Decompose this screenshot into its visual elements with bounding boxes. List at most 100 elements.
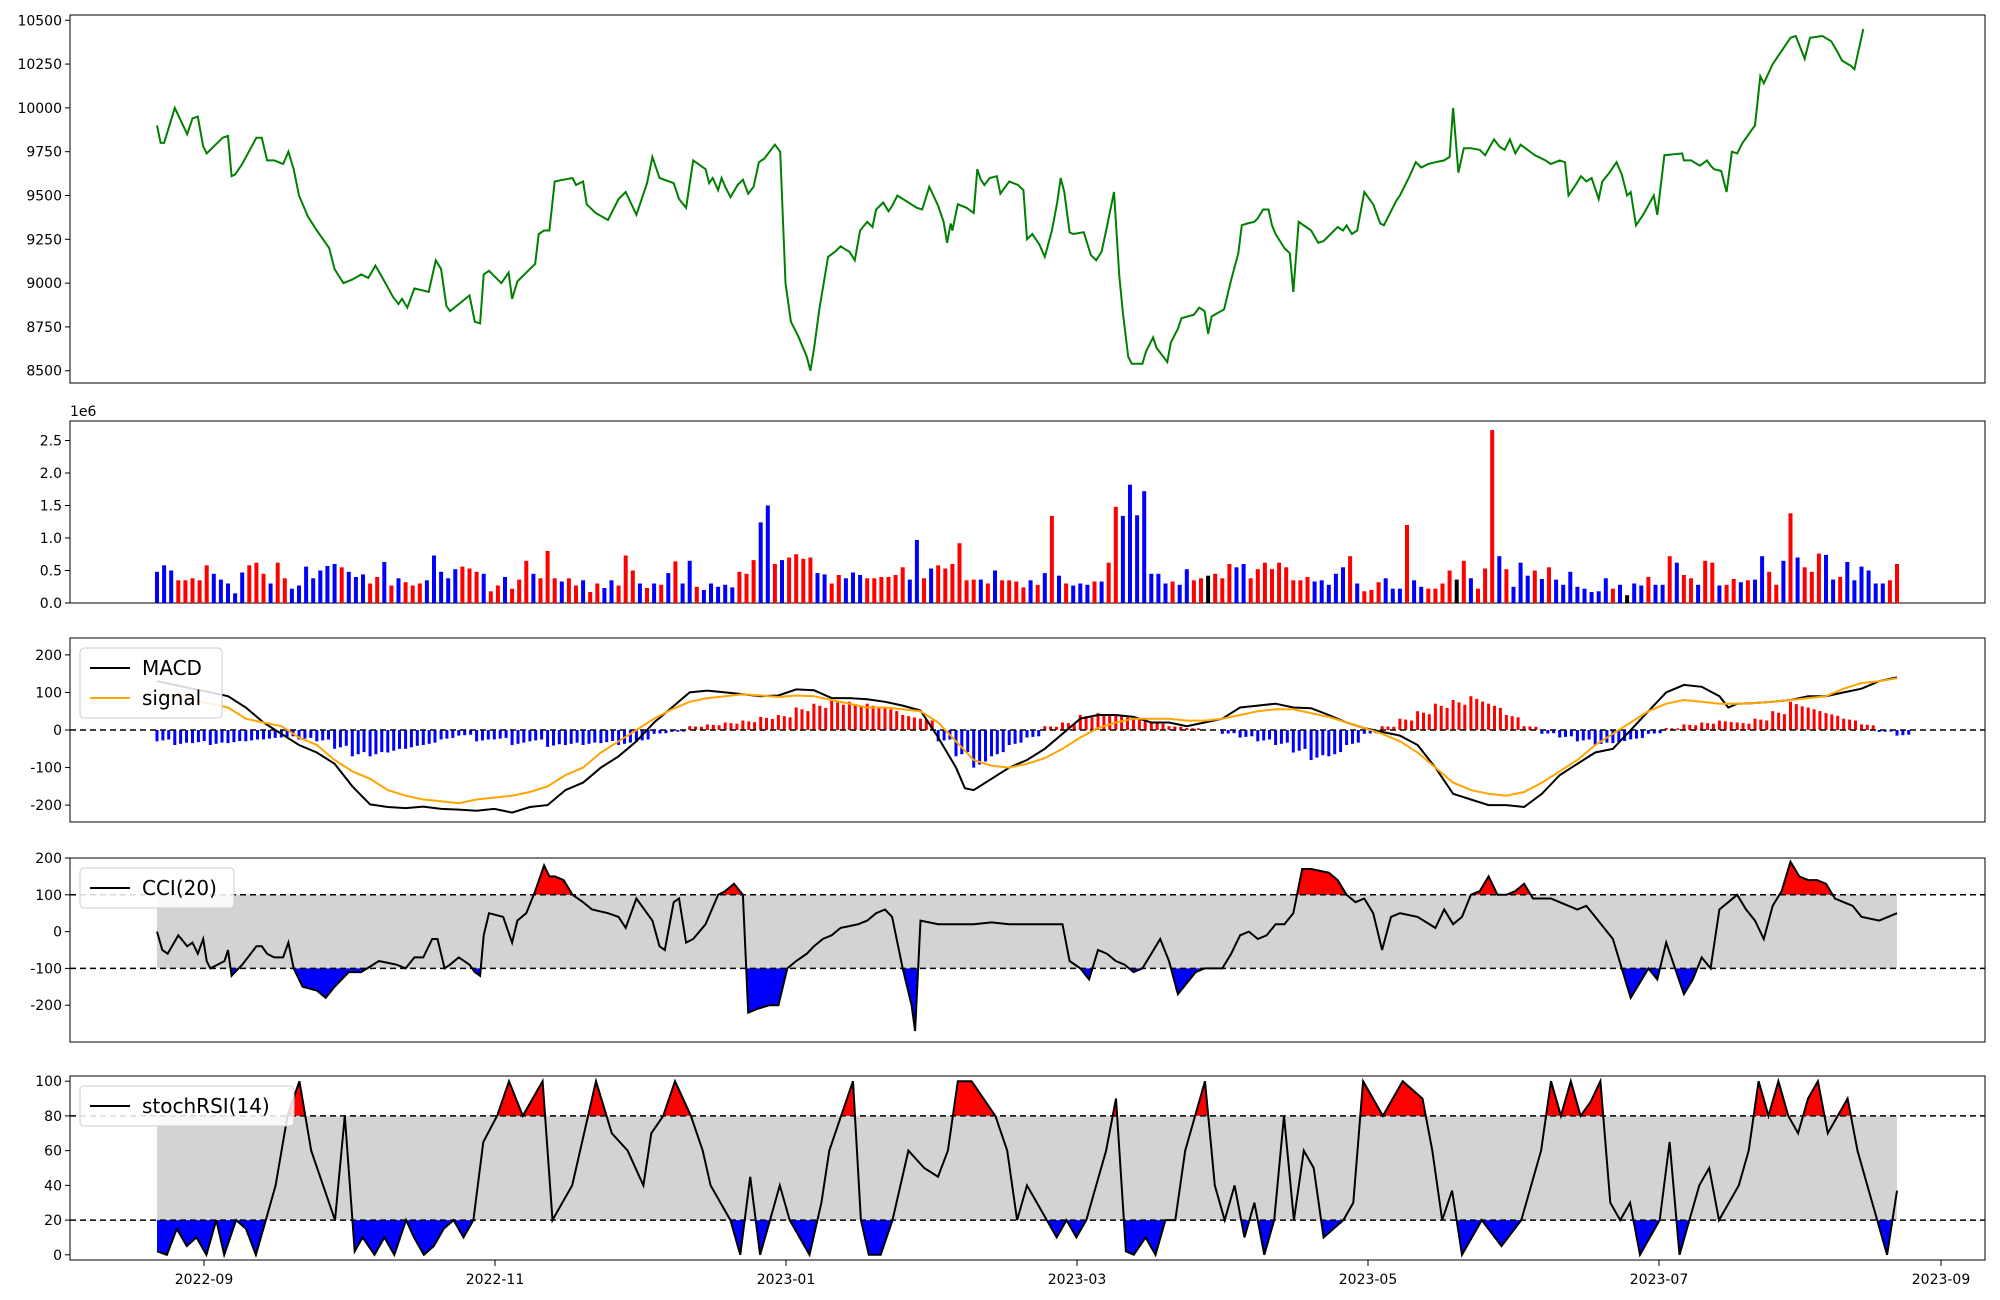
volume-bar [1753,579,1757,603]
macd-histogram-bar [1037,730,1041,737]
y-tick-label: -200 [30,798,62,814]
volume-bar [758,522,763,603]
volume-bar [623,555,628,603]
macd-histogram-bar [1404,719,1408,730]
neutral-band [157,1115,1897,1221]
macd-histogram-bar [1126,717,1129,730]
volume-bar [1816,553,1821,603]
macd-histogram-bar [1108,715,1112,730]
macd-histogram-bar [196,730,200,743]
volume-bar [1568,571,1573,603]
macd-histogram-bar [1043,726,1047,730]
macd-histogram-bar [1635,730,1638,739]
volume-bar [993,570,997,603]
macd-histogram-bar [735,723,739,730]
macd-histogram-bar [1072,723,1076,730]
volume-bar [1390,588,1395,603]
macd-histogram-bar [895,711,899,730]
volume-bar [325,566,330,603]
macd-histogram-bar [220,730,224,743]
volume-bar [1163,583,1168,603]
macd-histogram-bar [1155,723,1159,730]
macd-histogram-bar [1581,730,1585,741]
volume-bar [1234,567,1239,604]
volume-bar [190,578,195,603]
macd-histogram-bar [1747,723,1751,730]
volume-bar [1412,580,1417,604]
volume-bar [176,580,181,604]
macd-histogram-bar [830,700,834,730]
macd-histogram-bar [421,730,425,745]
macd-histogram-bar [1865,724,1869,730]
volume-bar [1838,577,1843,603]
macd-histogram-bar [699,726,703,730]
macd-histogram-bar [711,724,715,730]
macd-histogram-bar [338,730,342,748]
macd-histogram-bar [1552,730,1556,734]
macd-histogram-bar [836,702,840,730]
volume-bar [552,578,557,603]
volume-bar [1298,580,1303,604]
volume-bar [1589,592,1594,603]
macd-histogram-bar [1137,719,1141,730]
volume-bar [1618,584,1622,603]
volume-bar [900,567,905,604]
macd-histogram-bar [238,730,242,741]
y-tick-label: 9500 [26,188,62,204]
x-tick-label: 2023-03 [1048,1272,1107,1288]
y-tick-label: 9750 [26,145,62,161]
volume-bar [1383,578,1388,603]
volume-bar [503,577,507,603]
macd-histogram-bar [1706,723,1710,730]
volume-bar [1539,579,1544,603]
macd-histogram-bar [1132,718,1135,730]
volume-bar [1397,588,1402,603]
volume-bar [1092,581,1097,603]
macd-histogram-bar [1232,730,1236,734]
volume-bar [1213,573,1218,604]
volume-bar [1731,579,1736,603]
y-tick-label: 200 [35,851,62,867]
macd-histogram-bar [1782,714,1786,730]
macd-histogram-bar [1493,705,1496,730]
macd-histogram-bar [1575,730,1579,742]
volume-bar [737,571,742,603]
macd-histogram-bar [380,730,384,753]
macd-histogram-bar [753,722,757,730]
macd-histogram-bar [847,701,851,730]
macd-histogram-bar [1066,723,1070,730]
macd-histogram-bar [936,730,940,742]
volume-bar [268,583,273,603]
macd-histogram-bar [1285,730,1289,743]
volume-bar [1681,575,1686,603]
volume-bar [1064,583,1069,603]
volume-bar [1461,560,1466,604]
volume-bar [1674,562,1679,603]
legend-box [79,647,223,719]
volume-bar [446,578,451,603]
macd-histogram-bar [368,730,372,757]
volume-bar [1206,575,1211,603]
macd-histogram-bar [670,730,674,732]
volume-bar [566,578,571,603]
y-tick-label: 0 [53,723,62,739]
volume-bar [1596,591,1601,603]
macd-histogram-bar [960,730,964,755]
macd-histogram-bar [285,730,289,737]
macd-histogram-bar [1907,730,1911,735]
y-tick-label: 1.5 [40,499,62,515]
volume-bar [1227,564,1232,603]
volume-bar [1667,556,1672,603]
volume-bar [162,565,167,603]
macd-histogram-bar [1031,730,1035,737]
volume-bar [1767,571,1772,603]
macd-histogram-bar [1303,730,1307,749]
macd-histogram-bar [806,711,810,730]
volume-bar [559,581,564,603]
volume-bar [1774,584,1779,603]
macd-histogram-bar [853,704,857,730]
volume-bar [964,580,969,604]
volume-bar [368,583,373,603]
y-tick-label: 0.0 [40,596,62,612]
macd-histogram-bar [1587,730,1591,740]
